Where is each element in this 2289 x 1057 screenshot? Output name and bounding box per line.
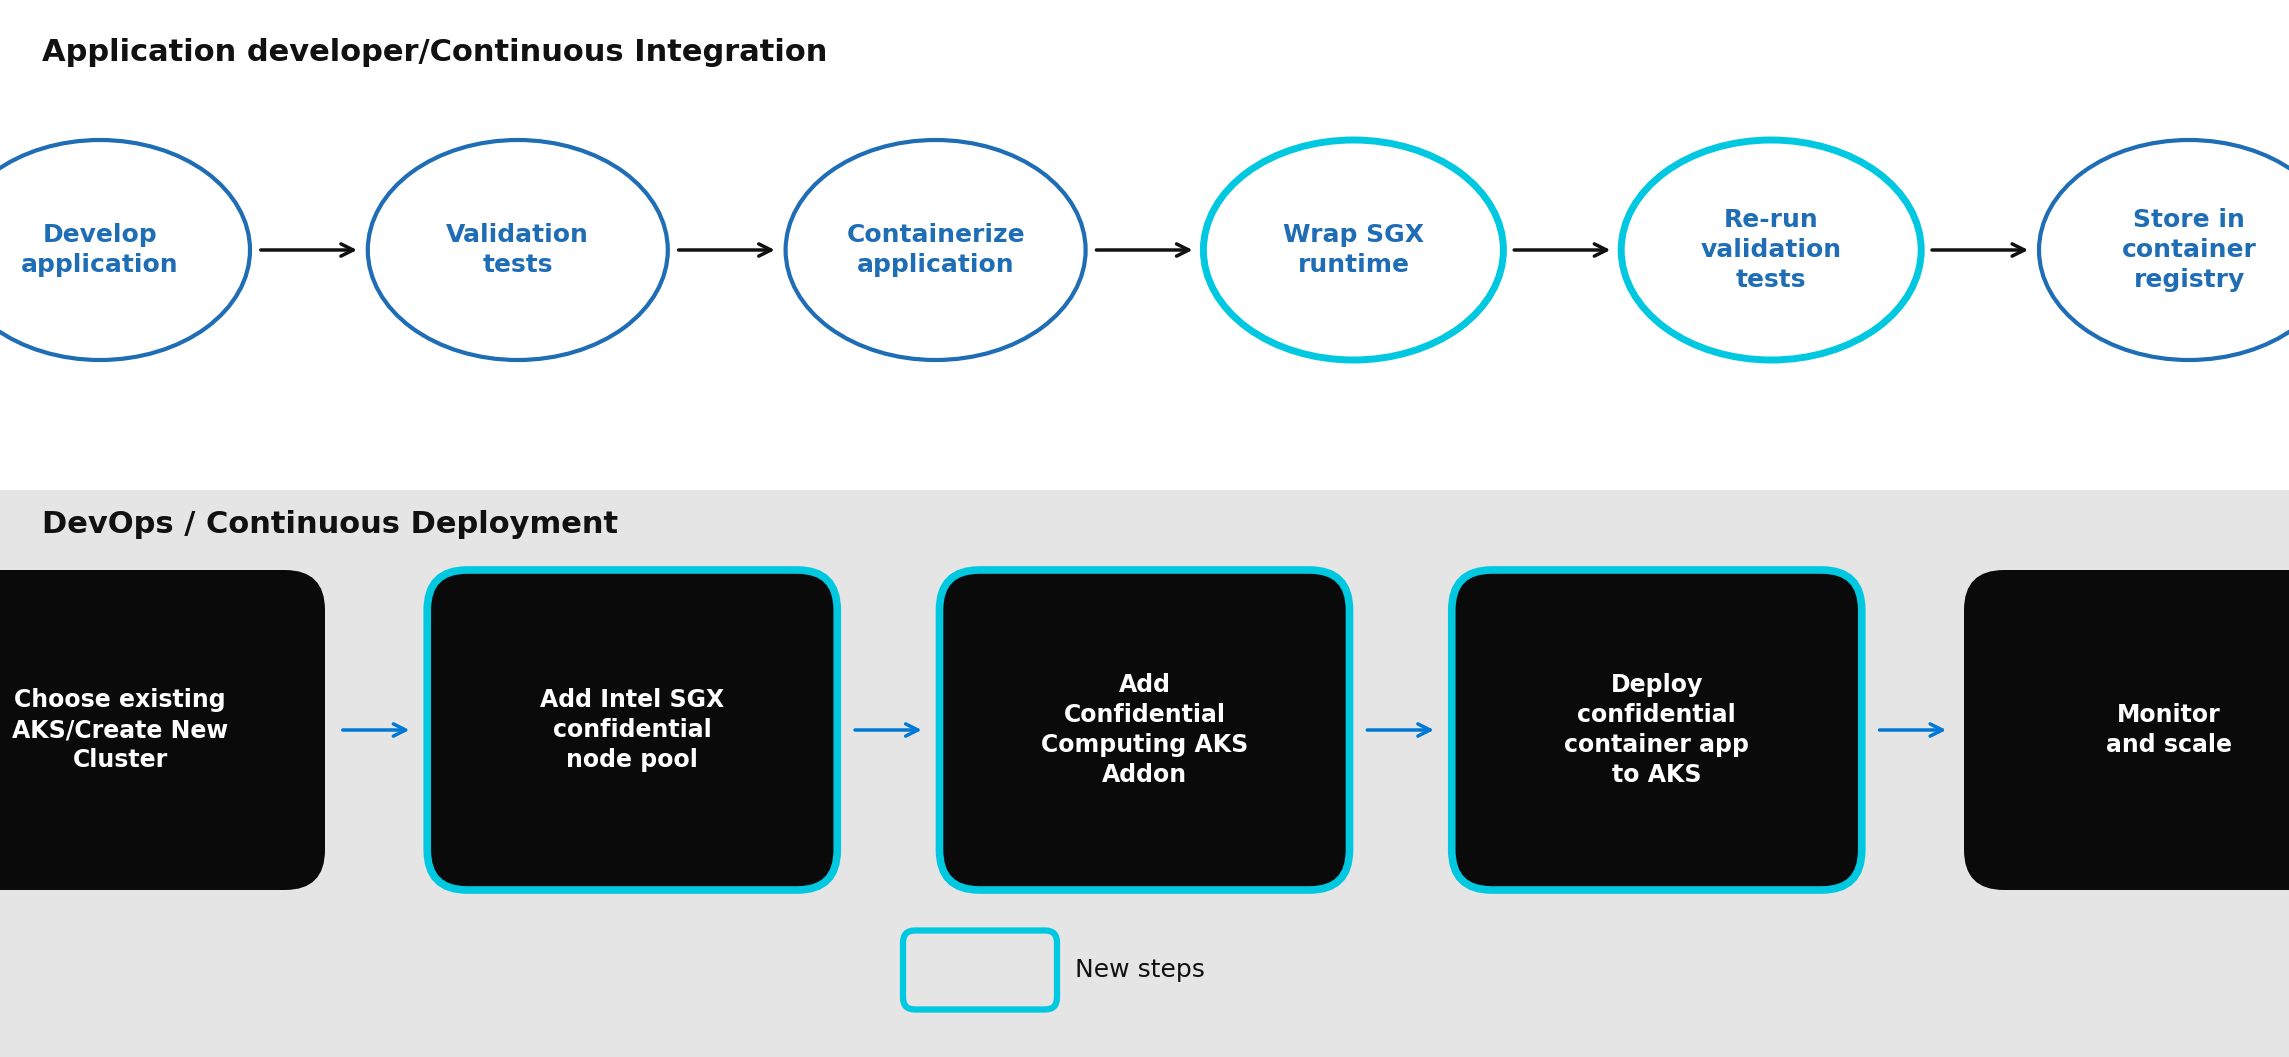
FancyBboxPatch shape [0,570,325,890]
Text: DevOps / Continuous Deployment: DevOps / Continuous Deployment [41,509,618,539]
Text: Deploy
confidential
container app
to AKS: Deploy confidential container app to AKS [1563,673,1749,786]
FancyBboxPatch shape [428,570,838,890]
Text: Validation
tests: Validation tests [446,223,588,277]
Ellipse shape [1621,140,1920,360]
Ellipse shape [785,140,1085,360]
Text: Re-run
validation
tests: Re-run validation tests [1701,208,1843,292]
Bar [0,0,2289,490]
Text: Application developer/Continuous Integration: Application developer/Continuous Integra… [41,38,826,67]
Text: Add
Confidential
Computing AKS
Addon: Add Confidential Computing AKS Addon [1041,673,1248,786]
Text: Add Intel SGX
confidential
node pool: Add Intel SGX confidential node pool [540,688,723,772]
Ellipse shape [2039,140,2289,360]
Text: Wrap SGX
runtime: Wrap SGX runtime [1282,223,1424,277]
Text: New steps: New steps [1076,958,1204,982]
FancyBboxPatch shape [938,570,1351,890]
FancyBboxPatch shape [1964,570,2289,890]
Ellipse shape [1204,140,1504,360]
Text: Choose existing
AKS/Create New
Cluster: Choose existing AKS/Create New Cluster [11,688,229,772]
Ellipse shape [0,140,250,360]
Bar [0,490,2289,1057]
Ellipse shape [369,140,668,360]
FancyBboxPatch shape [1451,570,1861,890]
Text: Store in
container
registry: Store in container registry [2122,208,2257,292]
FancyBboxPatch shape [902,930,1058,1009]
Text: Monitor
and scale: Monitor and scale [2106,703,2232,757]
Text: Containerize
application: Containerize application [847,223,1025,277]
Text: Develop
application: Develop application [21,223,179,277]
